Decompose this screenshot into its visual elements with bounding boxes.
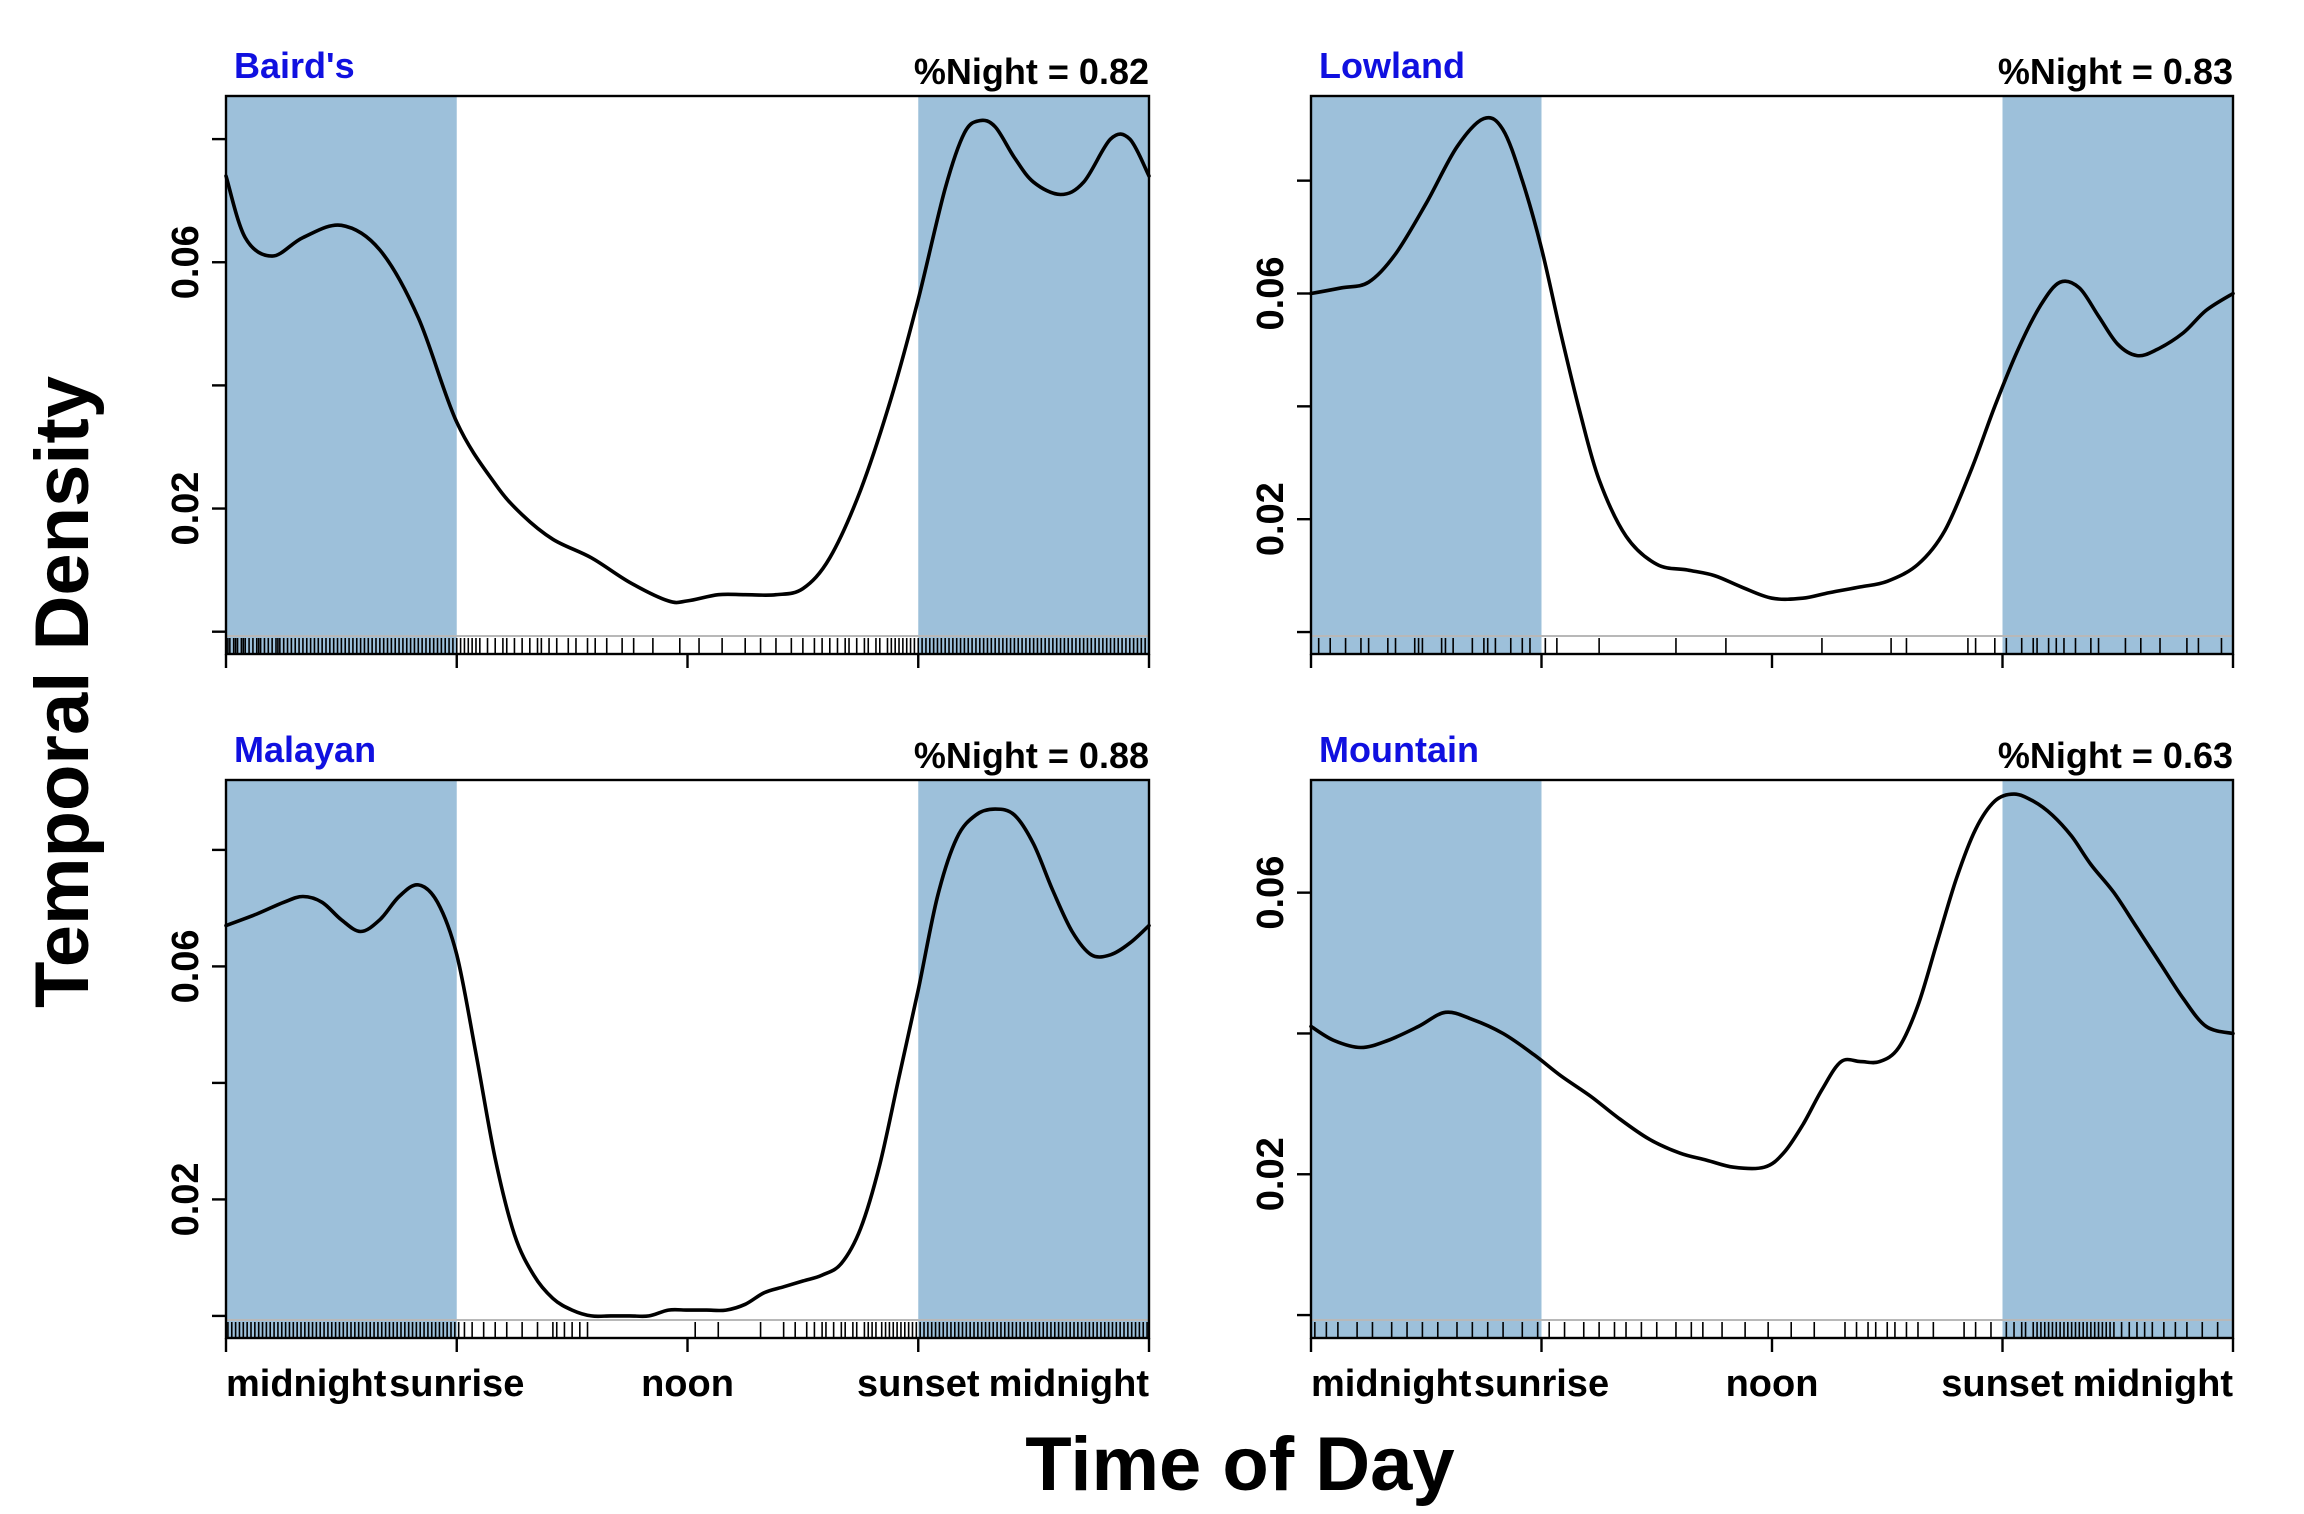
lowland-panel-title: Lowland bbox=[1319, 45, 1465, 86]
malayan-x-tick-label-2: sunrise bbox=[389, 1363, 524, 1405]
panel-bairds: 0.02 0.06 Baird's %Night = 0.82 bbox=[165, 45, 1151, 668]
mountain-x-tick-label-5: midnight bbox=[2073, 1363, 2234, 1405]
malayan-x-tick-label-5: midnight bbox=[989, 1363, 1150, 1405]
mountain-night-band-1 bbox=[1311, 780, 1542, 1338]
lowland-y-tick-label-2: 0.02 bbox=[1250, 482, 1292, 556]
mountain-x-tick-label-1: midnight bbox=[1311, 1363, 1472, 1405]
x-axis-title: Time of Day bbox=[1025, 1422, 1454, 1507]
baird-s-night-band-1 bbox=[226, 96, 457, 654]
malayan-density-curve bbox=[224, 807, 1151, 1319]
malayan-y-tick-label-2: 0.02 bbox=[165, 1162, 207, 1236]
lowland-night-fraction: %Night = 0.83 bbox=[1998, 51, 2233, 92]
malayan-rug bbox=[227, 1322, 1148, 1338]
baird-s-night-fraction: %Night = 0.82 bbox=[914, 51, 1149, 92]
baird-s-y-tick-label-2: 0.02 bbox=[165, 472, 207, 546]
mountain-rug bbox=[1314, 1322, 2219, 1338]
baird-s-night-band-2 bbox=[918, 96, 1149, 654]
baird-s-density-curve bbox=[224, 118, 1151, 605]
malayan-x-tick-label-1: midnight bbox=[226, 1363, 387, 1405]
mountain-density-curve bbox=[1309, 792, 2235, 1171]
mountain-night-fraction: %Night = 0.63 bbox=[1998, 735, 2233, 776]
malayan-night-fraction: %Night = 0.88 bbox=[914, 735, 1149, 776]
lowland-density-curve bbox=[1309, 115, 2235, 602]
mountain-panel-title: Mountain bbox=[1319, 729, 1479, 770]
mountain-x-tick-label-2: sunrise bbox=[1474, 1363, 1609, 1405]
lowland-y-tick-label-4: 0.06 bbox=[1250, 257, 1292, 331]
mountain-y-tick-label-4: 0.06 bbox=[1250, 856, 1292, 930]
mountain-night-band-2 bbox=[2002, 780, 2233, 1338]
y-axis-title: Temporal Density bbox=[20, 376, 105, 1008]
baird-s-panel-title: Baird's bbox=[234, 45, 355, 86]
panel-lowland: 0.02 0.06 Lowland %Night = 0.83 bbox=[1250, 45, 2235, 668]
mountain-y-tick-label-2: 0.02 bbox=[1250, 1137, 1292, 1211]
lowland-night-band-2 bbox=[2002, 96, 2233, 654]
malayan-x-tick-label-3: noon bbox=[641, 1363, 734, 1405]
malayan-x-tick-label-4: sunset bbox=[857, 1363, 980, 1405]
mountain-x-tick-label-3: noon bbox=[1726, 1363, 1819, 1405]
lowland-night-band-1 bbox=[1311, 96, 1542, 654]
malayan-panel-title: Malayan bbox=[234, 729, 376, 770]
baird-s-rug bbox=[227, 638, 1146, 654]
lowland-rug bbox=[1317, 638, 2223, 654]
malayan-night-band-2 bbox=[918, 780, 1149, 1338]
mountain-x-tick-label-4: sunset bbox=[1941, 1363, 2064, 1405]
malayan-y-tick-label-4: 0.06 bbox=[165, 929, 207, 1003]
malayan-night-band-1 bbox=[226, 780, 457, 1338]
baird-s-y-tick-label-4: 0.06 bbox=[165, 225, 207, 299]
